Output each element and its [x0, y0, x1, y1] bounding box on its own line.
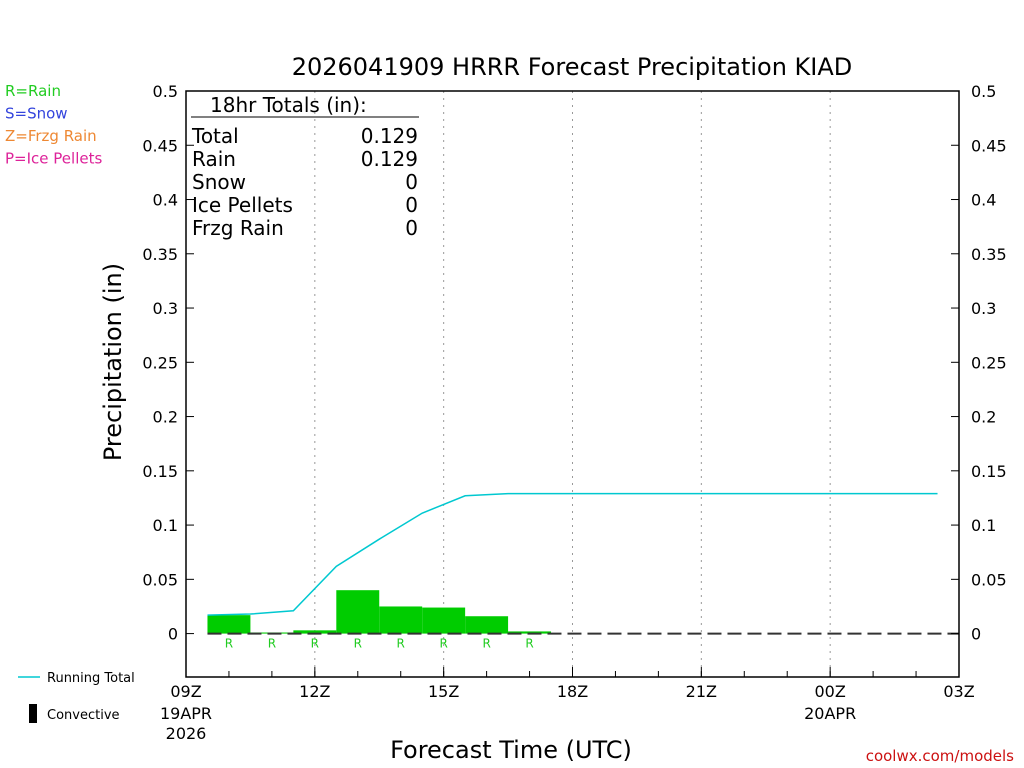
precip-bar [379, 606, 423, 634]
x-tick-date: 19APR [160, 704, 212, 723]
totals-box: 18hr Totals (in): Total 0.129 Rain 0.129 Sno… [191, 93, 419, 240]
y-tick-label-left: 0.4 [153, 191, 178, 210]
precip-key-item: Z=Frzg Rain [5, 127, 97, 145]
convective-swatch [29, 704, 37, 723]
precip-type-label: R [525, 637, 533, 651]
precip-type-label: R [354, 637, 362, 651]
totals-row-value: 0 [405, 216, 418, 240]
x-tick-label: 12Z [299, 682, 330, 701]
legend: Running Total Convective [18, 671, 135, 723]
precip-type-label: R [268, 637, 276, 651]
precip-bar [293, 630, 337, 634]
y-tick-label-right: 0.45 [971, 136, 1007, 155]
y-tick-label-left: 0.2 [153, 408, 178, 427]
totals-row-value: 0 [405, 193, 418, 217]
precip-bar [207, 615, 251, 634]
y-tick-label-left: 0.45 [142, 136, 178, 155]
y-tick-label-right: 0.2 [971, 408, 996, 427]
y-tick-label-left: 0.35 [142, 245, 178, 264]
y-tick-label-left: 0.5 [153, 82, 178, 101]
precip-key-item: R=Rain [5, 82, 61, 100]
y-tick-label-right: 0 [971, 625, 981, 644]
totals-row-value: 0.129 [361, 147, 418, 171]
x-tick-label: 18Z [557, 682, 588, 701]
y-tick-label-right: 0.25 [971, 353, 1007, 372]
credit-text: coolwx.com/models [866, 747, 1014, 765]
x-tick-date: 20APR [804, 704, 856, 723]
precip-bar [336, 590, 380, 634]
running-total-line [207, 492, 938, 616]
y-tick-label-left: 0.25 [142, 353, 178, 372]
y-tick-label-right: 0.1 [971, 516, 996, 535]
precip-type-label: R [482, 637, 490, 651]
x-axis-label: Forecast Time (UTC) [390, 736, 632, 764]
totals-row-value: 0 [405, 170, 418, 194]
x-tick-label: 00Z [815, 682, 846, 701]
precip-key-item: S=Snow [5, 105, 68, 123]
y-tick-label-right: 0.15 [971, 462, 1007, 481]
totals-row-label: Snow [192, 170, 246, 194]
y-tick-label-right: 0.35 [971, 245, 1007, 264]
precip-type-label: R [225, 637, 233, 651]
y-tick-label-right: 0.05 [971, 570, 1007, 589]
chart-title: 2026041909 HRRR Forecast Precipitation K… [292, 53, 853, 81]
precip-type-label: R [439, 637, 447, 651]
y-tick-label-left: 0.3 [153, 299, 178, 318]
convective-legend: Convective [47, 708, 120, 723]
y-axis-label: Precipitation (in) [99, 263, 127, 461]
y-tick-label-right: 0.4 [971, 191, 996, 210]
y-tick-label-left: 0.1 [153, 516, 178, 535]
y-tick-label-right: 0.5 [971, 82, 996, 101]
totals-row-value: 0.129 [361, 124, 418, 148]
y-tick-label-left: 0.05 [142, 570, 178, 589]
precip-bar [508, 631, 552, 634]
precip-type-label: R [311, 637, 319, 651]
y-tick-label-right: 0.3 [971, 299, 996, 318]
y-tick-label-left: 0 [168, 625, 178, 644]
x-tick-label: 09Z [170, 682, 201, 701]
x-tick-year: 2026 [166, 724, 207, 743]
precip-type-label: R [397, 637, 405, 651]
totals-row-label: Ice Pellets [192, 193, 293, 217]
precip-bar [465, 616, 509, 634]
x-tick-label: 21Z [686, 682, 717, 701]
precip-bar [422, 607, 466, 634]
totals-row-label: Total [191, 124, 239, 148]
x-tick-label: 15Z [428, 682, 459, 701]
totals-header: 18hr Totals (in): [210, 93, 367, 117]
precip-key-item: P=Ice Pellets [5, 150, 102, 168]
x-tick-label: 03Z [943, 682, 974, 701]
totals-row-label: Frzg Rain [192, 216, 284, 240]
totals-row-label: Rain [192, 147, 236, 171]
running-total-legend: Running Total [47, 671, 135, 686]
y-tick-label-left: 0.15 [142, 462, 178, 481]
